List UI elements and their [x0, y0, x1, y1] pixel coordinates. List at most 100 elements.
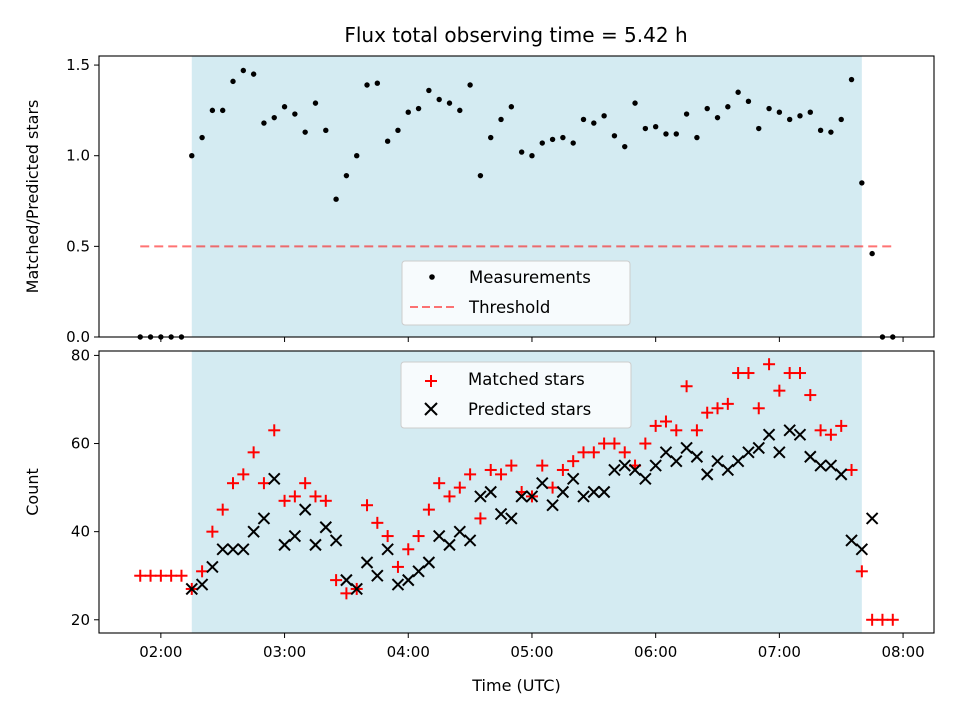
- matched-stars-point: [845, 463, 858, 476]
- measurements-point: [415, 105, 422, 112]
- legend-label-threshold: Threshold: [468, 298, 550, 317]
- legend-label-measurements: Measurements: [469, 268, 591, 287]
- predicted-stars-point: [515, 490, 528, 503]
- measurements-point: [230, 78, 236, 85]
- matched-stars-point: [412, 530, 425, 543]
- measurements-point: [405, 109, 411, 115]
- matched-stars-point: [134, 569, 147, 582]
- measurements-point: [436, 96, 442, 103]
- bottom-x-ticks: 02:00 03:00 04:00 05:00 06:00 07:00 08:00: [139, 633, 925, 661]
- predicted-stars-point: [268, 472, 281, 485]
- matched-stars-point: [659, 415, 672, 428]
- bottom-legend: Matched stars Predicted stars: [400, 361, 632, 429]
- predicted-stars-point: [484, 485, 497, 499]
- matched-stars-point: [783, 367, 796, 380]
- predicted-stars-point: [680, 441, 693, 455]
- matched-stars-point: [227, 477, 240, 490]
- matched-stars-point: [732, 367, 745, 380]
- matched-stars-point: [824, 428, 837, 441]
- matched-stars-point: [278, 494, 291, 507]
- matched-stars-point: [495, 468, 508, 481]
- predicted-stars-point: [185, 582, 198, 596]
- matched-stars-point: [165, 569, 178, 582]
- predicted-stars-point: [597, 485, 611, 499]
- measurements-point: [426, 87, 432, 94]
- measurements-point: [869, 250, 875, 257]
- predicted-stars-point: [556, 485, 570, 499]
- predicted-stars-point: [577, 490, 590, 503]
- matched-stars-point: [330, 574, 343, 587]
- measurements-point: [652, 124, 659, 130]
- measurements-point: [601, 113, 607, 119]
- matched-stars-point: [855, 565, 868, 578]
- predicted-stars-point: [845, 534, 858, 547]
- measurements-point: [580, 116, 587, 123]
- predicted-stars-point: [474, 490, 487, 503]
- top-axes-frame: [98, 55, 935, 338]
- measurements-point: [776, 109, 783, 115]
- measurements-point: [446, 100, 453, 106]
- predicted-stars-point: [402, 573, 415, 587]
- predicted-stars-point: [350, 582, 363, 596]
- chart-title: Flux total observing time = 5.42 h: [344, 23, 687, 47]
- measurements-point: [786, 116, 793, 123]
- predicted-stars-point: [443, 538, 456, 552]
- predicted-stars-point: [587, 485, 601, 499]
- measurements-point: [591, 120, 597, 126]
- measurements-point: [817, 127, 824, 134]
- predicted-stars-point: [247, 525, 260, 538]
- predicted-stars-point: [773, 446, 786, 459]
- matched-stars-point: [381, 530, 394, 543]
- matched-stars-point: [752, 402, 765, 415]
- matched-stars-point: [299, 477, 312, 490]
- x-axis-label: Time (UTC): [471, 676, 560, 695]
- bottom-y-axis-label: Count: [23, 468, 42, 516]
- measurements-point: [859, 180, 865, 186]
- measurements-point: [395, 127, 401, 134]
- matched-stars-point: [433, 477, 446, 490]
- ratio-panel: 0.0 0.5 1.0 1.5 Matched/Predicted stars Mea…: [23, 55, 935, 346]
- matched-stars-point: [711, 402, 724, 415]
- matched-stars-point: [206, 525, 219, 538]
- matched-stars-point: [247, 446, 260, 459]
- matched-stars-point: [340, 587, 353, 600]
- predicted-stars-point: [855, 543, 869, 556]
- top-legend: Measurements Threshold: [401, 260, 631, 326]
- matched-stars-point: [288, 490, 301, 503]
- measurements-point: [271, 114, 277, 121]
- predicted-stars-point: [391, 578, 405, 591]
- predicted-stars-point: [762, 428, 776, 441]
- measurements-point: [250, 71, 257, 77]
- matched-stars-point: [175, 569, 188, 582]
- predicted-stars-point: [608, 463, 621, 477]
- measurements-point: [220, 107, 226, 114]
- predicted-stars-point: [453, 525, 467, 538]
- matched-stars-point: [319, 494, 332, 507]
- predicted-stars-point: [494, 507, 508, 521]
- matched-stars-point: [309, 490, 322, 503]
- measurements-point: [838, 116, 844, 123]
- matched-stars-point: [866, 613, 879, 626]
- matched-stars-point: [371, 516, 384, 529]
- matched-stars-point: [701, 406, 714, 419]
- measurements-point: [467, 82, 473, 88]
- predicted-stars-point: [566, 472, 580, 485]
- predicted-stars-point: [298, 503, 312, 516]
- measurements-point: [766, 105, 772, 112]
- x-tick-label: 05:00: [510, 643, 553, 661]
- matched-stars-point: [742, 367, 755, 380]
- predicted-stars-point: [319, 521, 332, 534]
- predicted-stars-point: [309, 538, 322, 552]
- predicted-stars-point: [463, 534, 477, 547]
- predicted-stars-point: [793, 428, 807, 441]
- predicted-stars-point: [505, 512, 518, 525]
- measurements-point: [302, 129, 308, 135]
- measurements-point: [611, 133, 618, 139]
- measurements-point: [518, 149, 525, 155]
- measurements-point: [694, 134, 700, 141]
- measurements-point: [560, 134, 566, 141]
- x-tick-label: 07:00: [758, 643, 801, 661]
- predicted-stars-point: [628, 463, 642, 477]
- matched-stars-point: [773, 384, 786, 397]
- top-x-ticks: [160, 337, 904, 342]
